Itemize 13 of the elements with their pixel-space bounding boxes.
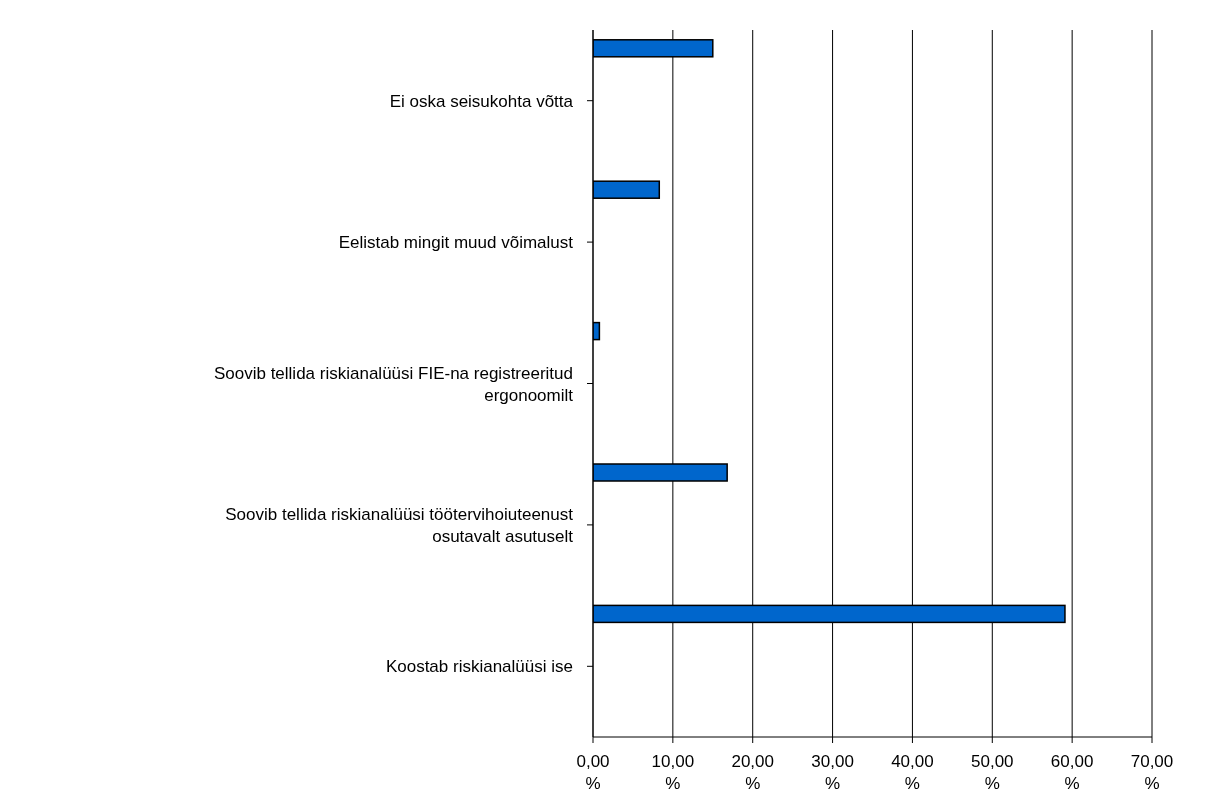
y-tick-label: Eelistab mingit muud võimalust [338, 233, 574, 253]
y-tick-label: Soovib tellida riskianalüüsi FIE-na registreeritud ergonoomilt [213, 363, 574, 405]
x-tick-label: 10,00 % [651, 752, 695, 793]
x-tick-label: 40,00 % [891, 752, 934, 793]
y-tick-label: Ei oska seisukohta võtta [389, 91, 574, 111]
x-tick-label: 0,00 % [576, 752, 610, 793]
x-tick-label: 50,00 % [971, 752, 1014, 793]
y-tick-label: Soovib tellida riskianalüüsi töötervihoiuteenust osutavalt asutuselt [225, 504, 574, 546]
x-tick-label: 30,00 % [811, 752, 854, 793]
x-tick-label: 70,00 % [1130, 752, 1174, 793]
y-tick-label: Koostab riskianalüüsi ise [385, 657, 573, 677]
x-tick-label: 20,00 % [731, 752, 774, 793]
x-tick-label: 60,00 % [1050, 752, 1094, 793]
